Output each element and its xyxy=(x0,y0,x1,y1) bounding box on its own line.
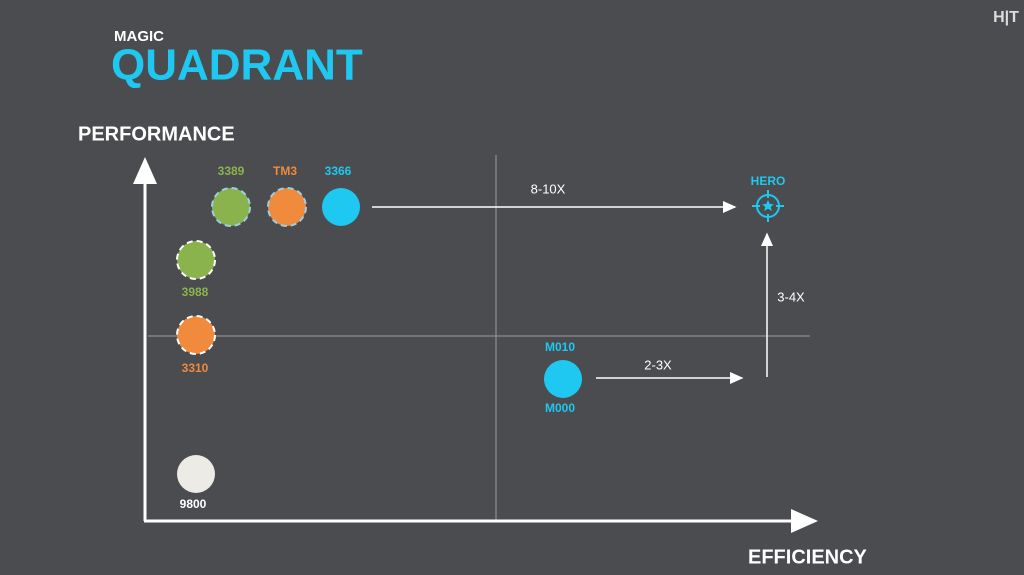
target-icon xyxy=(752,190,784,222)
x-axis-label: EFFICIENCY xyxy=(748,546,868,568)
arrow-label: 2-3X xyxy=(644,357,672,372)
node xyxy=(322,188,360,226)
node-label: M000 xyxy=(545,401,575,415)
node xyxy=(267,187,307,227)
node xyxy=(544,360,582,398)
node-label: TM3 xyxy=(273,164,297,178)
node-label: 3366 xyxy=(325,164,352,178)
node-label: 3310 xyxy=(182,361,209,375)
node xyxy=(177,455,215,493)
arrow-label: 8-10X xyxy=(531,181,566,196)
y-axis-label: PERFORMANCE xyxy=(78,123,235,145)
node-label: 3988 xyxy=(182,285,209,299)
node xyxy=(211,187,251,227)
node xyxy=(176,240,216,280)
node-label: M010 xyxy=(545,340,575,354)
node-label: HERO xyxy=(751,174,786,188)
node xyxy=(176,315,216,355)
arrow-label: 3-4X xyxy=(777,289,805,304)
logo: H|T xyxy=(993,9,1019,26)
node-label: 9800 xyxy=(180,497,207,511)
header-title: QUADRANT xyxy=(111,41,363,90)
header-kicker: MAGIC xyxy=(114,28,164,45)
node-label: 3389 xyxy=(218,164,245,178)
